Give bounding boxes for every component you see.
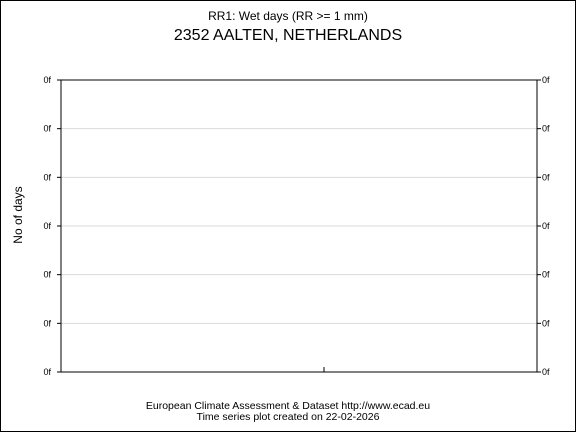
chart-title: RR1: Wet days (RR >= 1 mm): [208, 9, 368, 23]
y-tick-labels: 0f 0f 0f 0f 0f 0f 0f 0f 0f 0f 0f 0f 0f 0f: [43, 75, 550, 377]
y-tick-label-left: 0f: [43, 270, 51, 280]
y-tick-label-right: 0f: [542, 124, 550, 134]
footer-created: Time series plot created on 22-02-2026: [196, 411, 380, 423]
y-tick-label-right: 0f: [542, 75, 550, 85]
y-tick-label-left: 0f: [43, 221, 51, 231]
chart-subtitle: 2352 AALTEN, NETHERLANDS: [173, 27, 403, 44]
y-tick-label-left: 0f: [43, 318, 51, 328]
y-tick-label-right: 0f: [542, 172, 550, 182]
y-tick-label-right: 0f: [542, 367, 550, 377]
footer-source: European Climate Assessment & Dataset ht…: [145, 400, 431, 412]
y-tick-label-left: 0f: [43, 367, 51, 377]
grid-lines: [61, 128, 537, 324]
y-tick-label-left: 0f: [43, 172, 51, 182]
y-tick-label-left: 0f: [43, 75, 51, 85]
y-tick-label-right: 0f: [542, 270, 550, 280]
y-tick-label-right: 0f: [542, 221, 550, 231]
y-tick-label-right: 0f: [542, 318, 550, 328]
y-tick-label-left: 0f: [43, 124, 51, 134]
